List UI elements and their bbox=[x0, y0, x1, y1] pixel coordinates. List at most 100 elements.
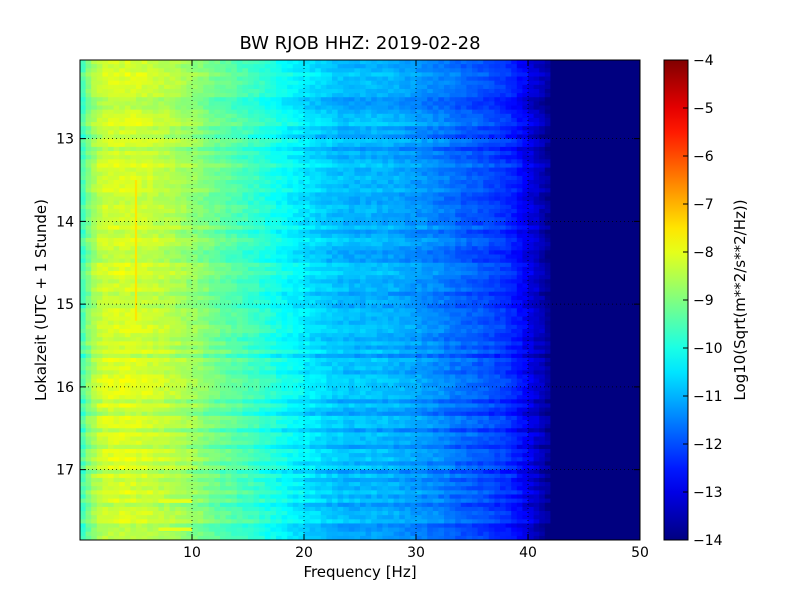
heatmap-cell bbox=[388, 97, 395, 102]
heatmap-cell bbox=[242, 76, 249, 82]
heatmap-cell bbox=[544, 159, 551, 165]
heatmap-cell bbox=[365, 242, 372, 247]
heatmap-cell bbox=[421, 146, 428, 152]
heatmap-cell bbox=[119, 88, 126, 94]
heatmap-cell bbox=[169, 151, 176, 156]
heatmap-cell bbox=[85, 262, 92, 268]
heatmap-cell bbox=[472, 76, 479, 82]
heatmap-cell bbox=[634, 155, 640, 160]
heatmap-cell bbox=[152, 134, 159, 140]
heatmap-cell bbox=[315, 204, 322, 210]
heatmap-cell bbox=[248, 146, 255, 152]
heatmap-cell bbox=[505, 184, 512, 189]
heatmap-cell bbox=[393, 196, 400, 202]
heatmap-cell bbox=[617, 109, 624, 115]
heatmap-cell bbox=[113, 138, 120, 144]
heatmap-cell bbox=[427, 109, 434, 115]
heatmap-cell bbox=[606, 126, 613, 131]
heatmap-cell bbox=[522, 196, 529, 202]
heatmap-cell bbox=[264, 60, 271, 65]
heatmap-cell bbox=[438, 101, 445, 107]
heatmap-cell bbox=[326, 155, 333, 160]
heatmap-cell bbox=[85, 192, 92, 198]
heatmap-cell bbox=[416, 88, 423, 94]
heatmap-cell bbox=[432, 113, 439, 119]
heatmap-cell bbox=[606, 113, 613, 119]
heatmap-cell bbox=[236, 233, 243, 239]
heatmap-cell bbox=[119, 175, 126, 181]
heatmap-cell bbox=[505, 233, 512, 239]
heatmap-cell bbox=[550, 204, 557, 210]
heatmap-cell bbox=[175, 134, 182, 140]
heatmap-cell bbox=[264, 126, 271, 131]
heatmap-cell bbox=[533, 159, 540, 165]
heatmap-cell bbox=[427, 221, 434, 227]
heatmap-cell bbox=[444, 84, 451, 90]
heatmap-cell bbox=[242, 101, 249, 107]
heatmap-cell bbox=[589, 242, 596, 247]
heatmap-cell bbox=[376, 105, 383, 111]
heatmap-cell bbox=[393, 109, 400, 115]
heatmap-cell bbox=[432, 93, 439, 98]
heatmap-cell bbox=[522, 204, 529, 210]
heatmap-cell bbox=[483, 97, 490, 102]
heatmap-cell bbox=[388, 113, 395, 119]
heatmap-cell bbox=[360, 180, 367, 185]
heatmap-cell bbox=[472, 225, 479, 231]
heatmap-cell bbox=[455, 151, 462, 156]
heatmap-cell bbox=[304, 138, 311, 144]
heatmap-cell bbox=[242, 246, 249, 251]
heatmap-cell bbox=[528, 105, 535, 111]
heatmap-cell bbox=[96, 242, 103, 247]
heatmap-cell bbox=[606, 242, 613, 247]
heatmap-cell bbox=[231, 134, 238, 140]
heatmap-cell bbox=[393, 84, 400, 90]
heatmap-cell bbox=[304, 254, 311, 260]
heatmap-cell bbox=[236, 213, 243, 218]
heatmap-cell bbox=[197, 208, 204, 214]
heatmap-cell bbox=[259, 142, 266, 148]
heatmap-cell bbox=[449, 171, 456, 177]
heatmap-cell bbox=[259, 171, 266, 177]
heatmap-cell bbox=[119, 146, 126, 152]
heatmap-cell bbox=[488, 72, 495, 78]
heatmap-cell bbox=[337, 64, 344, 69]
heatmap-cell bbox=[320, 80, 327, 86]
heatmap-cell bbox=[203, 192, 210, 198]
heatmap-cell bbox=[600, 213, 607, 218]
heatmap-cell bbox=[91, 76, 98, 82]
heatmap-cell bbox=[152, 229, 159, 235]
heatmap-cell bbox=[455, 101, 462, 107]
heatmap-cell bbox=[309, 208, 316, 214]
heatmap-cell bbox=[634, 122, 640, 127]
heatmap-cell bbox=[337, 60, 344, 65]
heatmap-cell bbox=[393, 97, 400, 102]
heatmap-cell bbox=[466, 151, 473, 156]
heatmap-cell bbox=[612, 142, 619, 148]
heatmap-cell bbox=[270, 192, 277, 198]
heatmap-cell bbox=[628, 258, 635, 264]
heatmap-cell bbox=[589, 155, 596, 160]
heatmap-cell bbox=[348, 167, 355, 173]
heatmap-cell bbox=[561, 254, 568, 260]
heatmap-cell bbox=[623, 204, 630, 210]
heatmap-cell bbox=[253, 155, 260, 160]
heatmap-cell bbox=[102, 171, 109, 177]
heatmap-cell bbox=[371, 167, 378, 173]
heatmap-cell bbox=[175, 97, 182, 102]
heatmap-cell bbox=[292, 208, 299, 214]
heatmap-cell bbox=[169, 146, 176, 152]
heatmap-cell bbox=[371, 233, 378, 239]
heatmap-cell bbox=[113, 105, 120, 111]
heatmap-cell bbox=[444, 113, 451, 119]
heatmap-cell bbox=[180, 200, 187, 206]
heatmap-cell bbox=[175, 196, 182, 202]
heatmap-cell bbox=[281, 122, 288, 127]
heatmap-cell bbox=[500, 175, 507, 181]
heatmap-cell bbox=[208, 221, 215, 227]
heatmap-cell bbox=[416, 204, 423, 210]
heatmap-cell bbox=[623, 250, 630, 256]
heatmap-cell bbox=[455, 97, 462, 102]
heatmap-cell bbox=[214, 76, 221, 82]
heatmap-cell bbox=[528, 171, 535, 177]
